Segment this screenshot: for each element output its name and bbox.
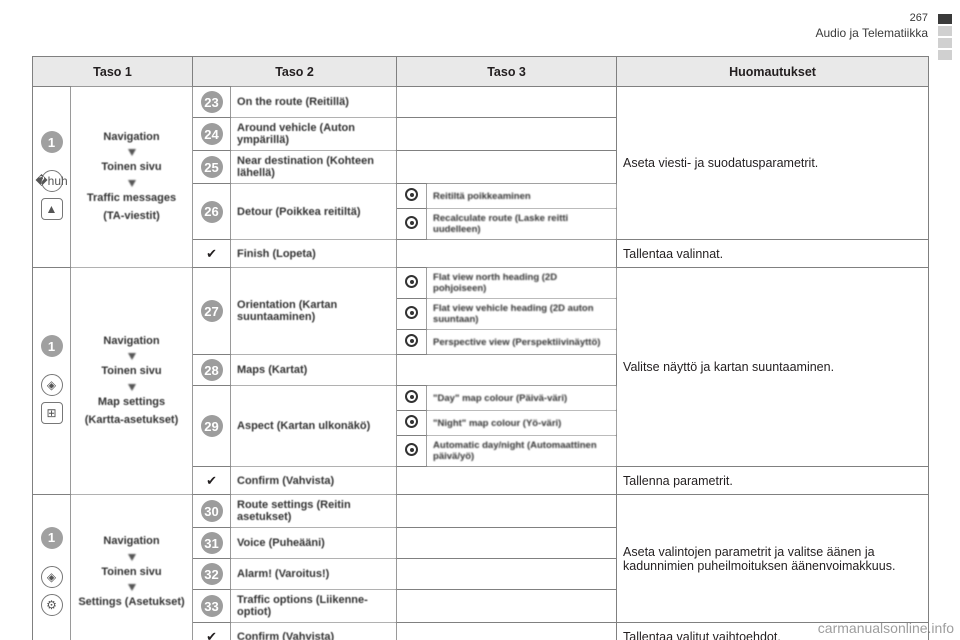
sub-opt: Automatic day/night (Automaattinen päivä…	[427, 436, 617, 467]
opt-num: 28	[201, 359, 223, 381]
opt-label: Maps (Kartat)	[231, 355, 397, 386]
confirm-label: Finish (Lopeta)	[231, 240, 397, 268]
opt-num: 27	[201, 300, 223, 322]
opt-label: Around vehicle (Auton ympärillä)	[231, 118, 397, 151]
note-confirm: Tallenna parametrit.	[617, 467, 929, 495]
radio-icon	[397, 299, 427, 330]
opt-num: 30	[201, 500, 223, 522]
confirm-label: Confirm (Vahvista)	[231, 623, 397, 640]
sub-opt: Reitiltä poikkeaminen	[427, 184, 617, 209]
opt-num: 26	[201, 201, 223, 223]
sub-opt: "Day" map colour (Päivä-väri)	[427, 386, 617, 411]
confirm-check-icon: ✔	[193, 467, 231, 495]
opt-num: 29	[201, 415, 223, 437]
sub-opt: Flat view north heading (2D pohjoiseen)	[427, 268, 617, 299]
opt-label: Voice (Puheääni)	[231, 528, 397, 559]
header-taso1: Taso 1	[33, 57, 193, 87]
radio-icon	[397, 268, 427, 299]
opt-num: 33	[201, 595, 223, 617]
opt-label: Orientation (Kartan suuntaaminen)	[231, 268, 397, 355]
gear-icon: ⚙	[41, 594, 63, 616]
block-icons-settings: 1 ◈ ⚙	[33, 495, 71, 640]
note-confirm: Tallentaa valinnat.	[617, 240, 929, 268]
sub-opt: Flat view vehicle heading (2D auton suun…	[427, 299, 617, 330]
opt-label: Aspect (Kartan ulkonäkö)	[231, 386, 397, 467]
opt-num: 32	[201, 563, 223, 585]
opt-num: 24	[201, 123, 223, 145]
opt-label: Near destination (Kohteen lähellä)	[231, 151, 397, 184]
header-taso3: Taso 3	[397, 57, 617, 87]
edge-tab-marks	[938, 14, 952, 60]
opt-num: 25	[201, 156, 223, 178]
note-traffic: Aseta viesti- ja suodatusparametrit.	[617, 87, 929, 240]
block-icons-traffic: 1 �huh ▲	[33, 87, 71, 268]
note-map: Valitse näyttö ja kartan suuntaaminen.	[617, 268, 929, 467]
nav-arrow-icon: ◈	[41, 566, 63, 588]
opt-label: On the route (Reitillä)	[231, 87, 397, 118]
block-label-map: Navigation Toinen sivu Map settings (Kar…	[71, 268, 193, 495]
radio-icon	[397, 209, 427, 240]
table-header-row: Taso 1 Taso 2 Taso 3 Huomautukset	[33, 57, 929, 87]
confirm-check-icon: ✔	[193, 623, 231, 640]
nav-arrow-icon: ◈	[41, 374, 63, 396]
radio-icon	[397, 386, 427, 411]
header-taso2: Taso 2	[193, 57, 397, 87]
block-icons-map: 1 ◈ ⊞	[33, 268, 71, 495]
nav-arrow-icon: �huh	[41, 170, 63, 192]
opt-label: Route settings (Reitin asetukset)	[231, 495, 397, 528]
header-notes: Huomautukset	[617, 57, 929, 87]
radio-icon	[397, 184, 427, 209]
level-1-badge: 1	[41, 527, 63, 549]
watermark: carmanualsonline.info	[818, 620, 954, 636]
opt-num: 31	[201, 532, 223, 554]
sub-opt: Perspective view (Perspektiivinäyttö)	[427, 330, 617, 355]
opt-label: Alarm! (Varoitus!)	[231, 559, 397, 590]
block-label-traffic: Navigation Toinen sivu Traffic messages …	[71, 87, 193, 268]
confirm-check-icon: ✔	[193, 240, 231, 268]
opt-num: 23	[193, 87, 231, 118]
sub-opt: Recalculate route (Laske reitti uudellee…	[427, 209, 617, 240]
section-title: Audio ja Telematiikka	[815, 26, 928, 40]
note-settings: Aseta valintojen parametrit ja valitse ä…	[617, 495, 929, 623]
opt-label: Detour (Poikkea reitiltä)	[231, 184, 397, 240]
warning-icon: ▲	[41, 198, 63, 220]
grid-icon: ⊞	[41, 402, 63, 424]
radio-icon	[397, 411, 427, 436]
block-label-settings: Navigation Toinen sivu Settings (Asetuks…	[71, 495, 193, 640]
opt-sub-empty	[397, 87, 617, 118]
level-1-badge: 1	[41, 335, 63, 357]
page-number: 267	[815, 12, 928, 24]
radio-icon	[397, 330, 427, 355]
menu-structure-table: Taso 1 Taso 2 Taso 3 Huomautukset 1 �huh…	[32, 56, 929, 640]
opt-label: Traffic options (Liikenne-optiot)	[231, 590, 397, 623]
sub-opt: "Night" map colour (Yö-väri)	[427, 411, 617, 436]
radio-icon	[397, 436, 427, 467]
level-1-badge: 1	[41, 131, 63, 153]
confirm-label: Confirm (Vahvista)	[231, 467, 397, 495]
